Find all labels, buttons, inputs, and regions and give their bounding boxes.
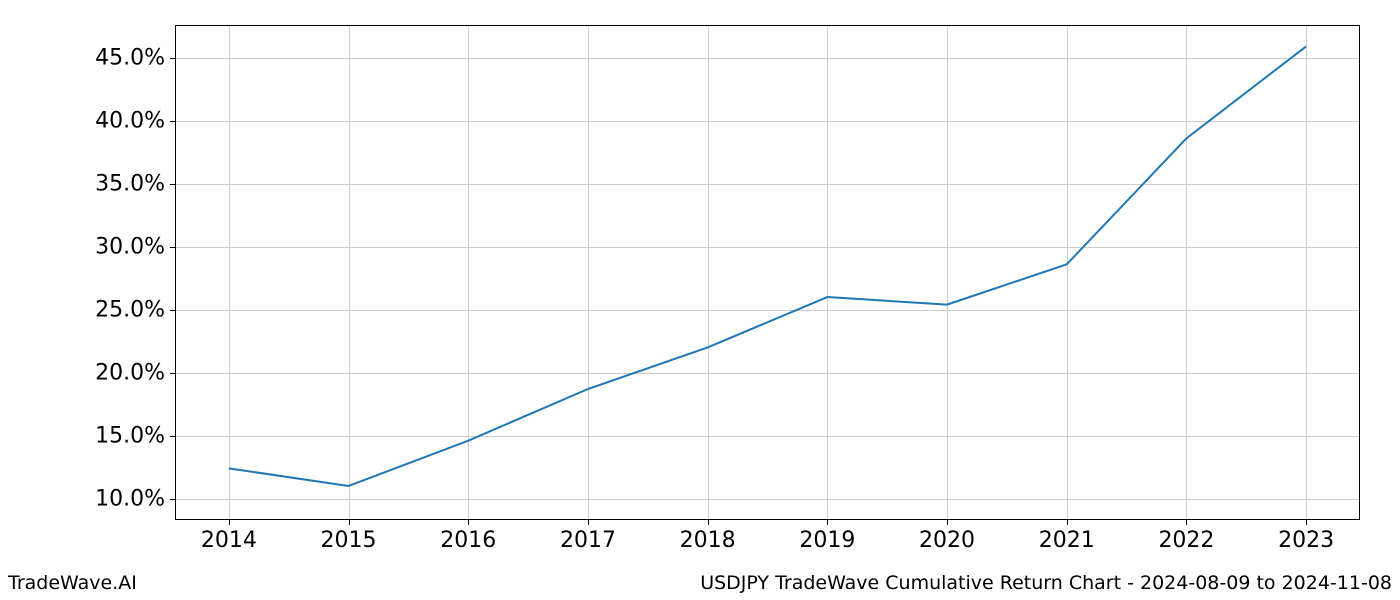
x-tick bbox=[708, 520, 709, 525]
chart-container: 10.0% 15.0% 20.0% 25.0% 30.0% 35.0% 40.0% 45.0%… bbox=[0, 0, 1400, 600]
y-tick-label: 25.0% bbox=[95, 297, 165, 322]
x-tick bbox=[827, 520, 828, 525]
x-tick-label: 2022 bbox=[1158, 528, 1214, 553]
line-series-cumulative_return bbox=[229, 46, 1306, 486]
spine-top bbox=[175, 25, 1360, 26]
y-tick bbox=[170, 436, 175, 437]
spine-bottom bbox=[175, 519, 1360, 520]
y-tick bbox=[170, 373, 175, 374]
x-tick bbox=[349, 520, 350, 525]
x-tick bbox=[947, 520, 948, 525]
x-tick bbox=[229, 520, 230, 525]
y-tick-label: 20.0% bbox=[95, 360, 165, 385]
y-tick-label: 40.0% bbox=[95, 108, 165, 133]
y-tick bbox=[170, 121, 175, 122]
y-tick bbox=[170, 499, 175, 500]
y-tick bbox=[170, 247, 175, 248]
plot-area bbox=[175, 25, 1360, 520]
x-tick-label: 2021 bbox=[1039, 528, 1095, 553]
x-tick-label: 2023 bbox=[1278, 528, 1334, 553]
x-tick-label: 2016 bbox=[440, 528, 496, 553]
footer-right-text: USDJPY TradeWave Cumulative Return Chart… bbox=[700, 572, 1392, 594]
x-tick-label: 2018 bbox=[680, 528, 736, 553]
y-tick bbox=[170, 310, 175, 311]
footer-left-text: TradeWave.AI bbox=[8, 572, 137, 594]
spine-right bbox=[1359, 25, 1360, 520]
y-tick-label: 35.0% bbox=[95, 171, 165, 196]
x-tick-label: 2015 bbox=[321, 528, 377, 553]
x-tick bbox=[1306, 520, 1307, 525]
x-tick-label: 2019 bbox=[799, 528, 855, 553]
y-tick bbox=[170, 184, 175, 185]
y-tick bbox=[170, 58, 175, 59]
y-tick-label: 45.0% bbox=[95, 45, 165, 70]
x-tick bbox=[468, 520, 469, 525]
y-tick-label: 30.0% bbox=[95, 234, 165, 259]
y-tick-label: 15.0% bbox=[95, 423, 165, 448]
x-tick bbox=[1186, 520, 1187, 525]
spine-left bbox=[175, 25, 176, 520]
x-tick-label: 2020 bbox=[919, 528, 975, 553]
line-series-svg bbox=[175, 25, 1360, 520]
y-tick-label: 10.0% bbox=[95, 486, 165, 511]
x-tick-label: 2014 bbox=[201, 528, 257, 553]
x-tick bbox=[588, 520, 589, 525]
x-tick-label: 2017 bbox=[560, 528, 616, 553]
x-tick bbox=[1067, 520, 1068, 525]
